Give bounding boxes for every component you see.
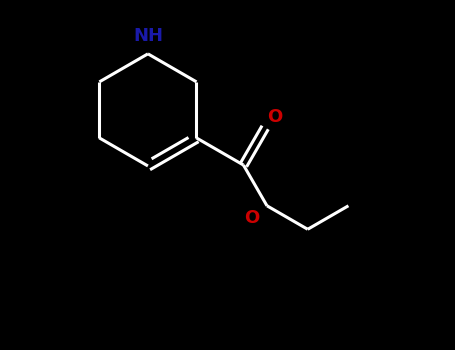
Text: NH: NH bbox=[133, 27, 163, 45]
Text: O: O bbox=[244, 209, 260, 228]
Text: O: O bbox=[267, 108, 282, 126]
